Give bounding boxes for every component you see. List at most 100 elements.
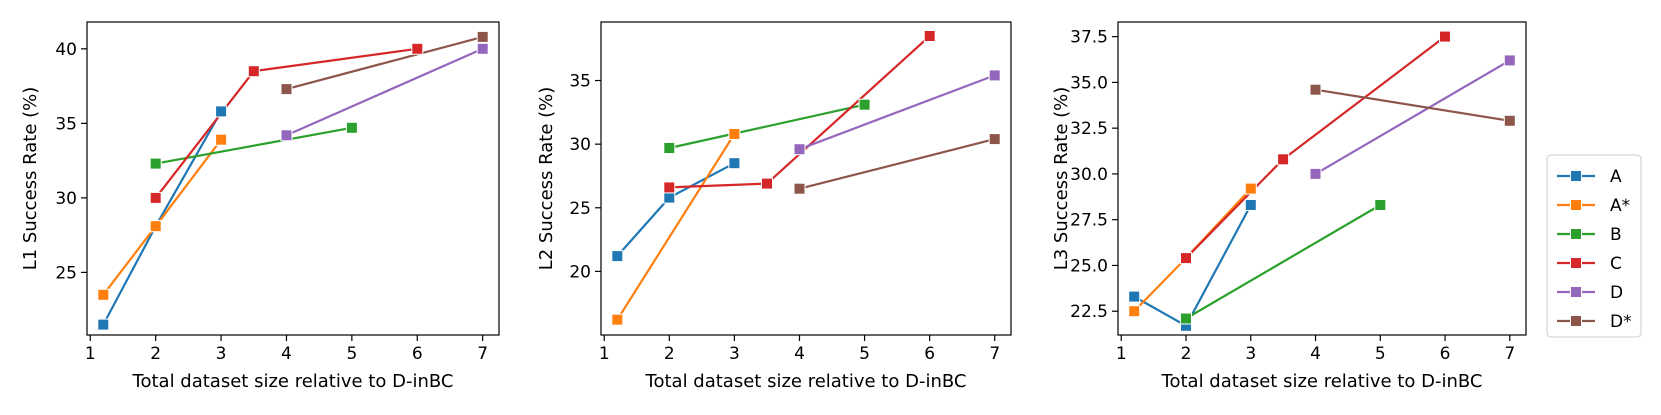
x-tick-label: 2 xyxy=(1181,344,1192,364)
legend-label: B xyxy=(1610,225,1622,245)
legend-frame xyxy=(1546,154,1642,338)
x-tick-label: 4 xyxy=(281,344,292,364)
legend-label: A xyxy=(1610,167,1622,187)
data-point-a-star-3 xyxy=(215,133,228,146)
x-tick-label: 7 xyxy=(477,344,488,364)
series-line-d xyxy=(1314,59,1511,175)
x-tick-label: 3 xyxy=(729,344,740,364)
x-tick-label: 6 xyxy=(1440,344,1451,364)
data-point-a-3 xyxy=(1244,199,1257,211)
x-tick-label: 2 xyxy=(664,344,675,364)
axes-frame xyxy=(1117,21,1527,336)
data-point-b-2 xyxy=(1374,199,1387,211)
legend-marker xyxy=(1570,286,1582,298)
y-tick-label: 25 xyxy=(55,263,77,283)
legend-item-d-star: D* xyxy=(1557,312,1632,332)
data-point-d-star-2 xyxy=(1503,114,1516,127)
x-tick-label: 5 xyxy=(859,344,870,364)
x-tick-label: 3 xyxy=(216,344,227,364)
y-axis-label: L2 Success Rate (%) xyxy=(536,87,557,271)
x-tick-label: 7 xyxy=(1504,344,1515,364)
x-tick-label: 2 xyxy=(150,344,161,364)
series-line-b xyxy=(155,126,353,165)
legend-marker xyxy=(1570,257,1582,269)
data-point-b-1 xyxy=(663,142,676,154)
data-point-b-1 xyxy=(1180,312,1192,325)
panel-3: 1 2 3 4 5 6 7 22.5 25.0 27.5 30.0 32.5 35.0 37.5 Total… xyxy=(1051,21,1527,392)
data-point-a-star-1 xyxy=(611,313,624,326)
data-point-d-1 xyxy=(280,129,293,142)
axes-frame xyxy=(86,21,500,336)
data-point-a-3 xyxy=(215,105,228,118)
y-tick-label: 25 xyxy=(569,199,591,219)
data-point-c-3 xyxy=(923,30,936,42)
data-point-a-star-1 xyxy=(1128,305,1141,318)
series-line-b xyxy=(1185,204,1381,320)
legend-item-a-star: A* xyxy=(1557,196,1630,216)
x-tick-label: 5 xyxy=(1375,344,1386,364)
y-axis-label: L3 Success Rate (%) xyxy=(1051,87,1072,271)
data-point-a-star-2 xyxy=(149,220,162,233)
data-point-d-star-1 xyxy=(1309,83,1322,96)
panel-2: 1 2 3 4 5 6 7 20 25 30 35 Total dataset size relati… xyxy=(536,21,1012,392)
data-point-a-star-3 xyxy=(1244,182,1257,195)
panel-1: 1 2 3 4 5 6 7 25 30 35 40 Total dataset size relati… xyxy=(20,21,500,392)
series-line-d-star xyxy=(286,35,483,91)
data-point-a-1 xyxy=(97,318,110,331)
series-line-d-star xyxy=(1315,88,1510,122)
data-point-d-2 xyxy=(476,42,489,55)
x-axis-label: Total dataset size relative to D-inBC xyxy=(1161,371,1483,392)
y-tick-label: 37.5 xyxy=(1070,28,1108,48)
y-axis-label: L1 Success Rate (%) xyxy=(20,87,41,271)
x-tick-label: 4 xyxy=(1310,344,1321,364)
legend-marker xyxy=(1570,228,1582,240)
x-tick-label: 1 xyxy=(85,344,96,364)
x-tick-label: 7 xyxy=(989,344,1000,364)
legend-item-c: C xyxy=(1557,254,1622,274)
data-point-d-2 xyxy=(988,69,1001,82)
data-point-d-star-1 xyxy=(280,83,293,96)
data-point-a-1 xyxy=(611,250,624,263)
y-tick-label: 30 xyxy=(569,135,591,155)
x-tick-label: 6 xyxy=(412,344,423,364)
x-tick-label: 5 xyxy=(346,344,357,364)
legend-marker xyxy=(1570,315,1582,327)
legend-item-a: A xyxy=(1557,167,1622,187)
x-tick-label: 1 xyxy=(599,344,610,364)
y-tick-label: 32.5 xyxy=(1070,119,1108,139)
data-point-c-2 xyxy=(761,177,773,190)
series-line-c xyxy=(1185,35,1446,259)
data-point-c-2 xyxy=(247,65,260,78)
series-line-d xyxy=(286,47,484,137)
data-point-d-star-2 xyxy=(476,30,489,43)
y-tick-label: 35.0 xyxy=(1070,73,1108,93)
legend-label: D* xyxy=(1610,312,1632,332)
data-point-d-star-1 xyxy=(793,182,806,195)
data-point-b-2 xyxy=(858,98,871,111)
y-tick-label: 25.0 xyxy=(1070,256,1108,276)
x-tick-label: 3 xyxy=(1245,344,1256,364)
legend-marker xyxy=(1570,170,1582,182)
legend-item-b: B xyxy=(1557,225,1622,245)
data-point-a-star-1 xyxy=(97,288,110,301)
y-tick-label: 22.5 xyxy=(1070,302,1108,322)
data-point-c-3 xyxy=(411,42,424,55)
series-line-b xyxy=(669,103,865,150)
data-point-a-star-2 xyxy=(728,128,741,140)
series-line-a-star xyxy=(616,133,736,321)
legend-label: A* xyxy=(1610,196,1630,216)
legend: A A* BCD D* xyxy=(1546,154,1642,338)
series-line-a xyxy=(1133,204,1252,328)
series-line-d xyxy=(799,74,996,151)
x-tick-label: 4 xyxy=(794,344,805,364)
legend-marker xyxy=(1570,199,1582,211)
series-line-d-star xyxy=(799,138,995,190)
y-tick-label: 35 xyxy=(569,72,591,92)
legend-item-d: D xyxy=(1557,283,1623,303)
y-tick-label: 35 xyxy=(55,114,77,134)
x-tick-label: 6 xyxy=(924,344,935,364)
x-tick-label: 1 xyxy=(1116,344,1127,364)
data-point-c-1 xyxy=(1180,252,1192,265)
series-line-a-star xyxy=(1133,187,1252,312)
